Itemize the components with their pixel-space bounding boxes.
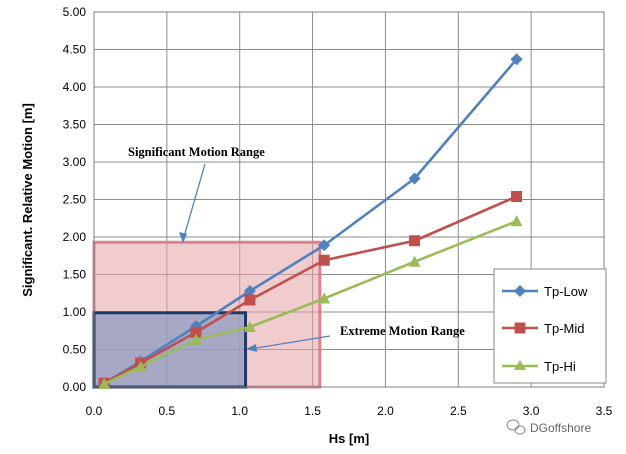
legend-marker-tp-hi — [514, 360, 526, 370]
data-point-tp-low — [510, 53, 523, 66]
data-point-tp-mid — [190, 326, 202, 338]
data-point-tp-low — [408, 172, 421, 185]
data-point-tp-hi — [134, 360, 147, 372]
y-tick-label: 3.50 — [63, 118, 87, 132]
data-point-tp-low — [243, 285, 256, 297]
data-point-tp-mid — [409, 235, 421, 247]
significant-range-arrowhead — [179, 232, 187, 243]
watermark-text: DGoffshore — [530, 421, 591, 435]
y-axis-label: Significant. Relative Motion [m] — [20, 103, 35, 297]
data-series — [98, 53, 523, 390]
x-tick-label: 2.0 — [377, 404, 394, 418]
y-tick-label: 1.50 — [63, 268, 87, 282]
legend-marker-tp-mid — [514, 322, 526, 334]
x-tick-label: 0.0 — [86, 404, 103, 418]
data-point-tp-hi — [98, 378, 111, 389]
y-tick-label: 2.50 — [63, 193, 87, 207]
plot-area — [93, 11, 605, 388]
legend-label-tp-hi: Tp-Hi — [544, 359, 576, 374]
legend-marker-tp-low — [514, 285, 526, 297]
y-tick-labels: 0.00 0.50 1.00 1.50 2.00 2.50 3.00 3.50 4.00 4.50… — [63, 5, 87, 394]
legend-label-tp-mid: Tp-Mid — [544, 321, 584, 336]
extreme-range-arrow — [249, 335, 331, 350]
x-tick-label: 1.5 — [304, 404, 321, 418]
y-tick-label: 4.00 — [63, 80, 87, 94]
wechat-icon — [506, 419, 526, 435]
y-tick-label: 2.00 — [63, 230, 87, 244]
y-tick-label: 5.00 — [63, 5, 87, 19]
plot-border — [93, 11, 605, 388]
data-point-tp-hi — [408, 255, 421, 267]
y-tick-label: 1.00 — [63, 305, 87, 319]
legend-box — [493, 268, 607, 384]
y-tick-label: 0.00 — [63, 380, 87, 394]
range-regions — [92, 240, 322, 389]
data-point-tp-hi — [510, 215, 523, 227]
legend: Tp-Low Tp-Mid Tp-Hi — [493, 268, 607, 384]
extreme-range-annotation: Extreme Motion Range — [340, 324, 465, 338]
watermark: DGoffshore — [506, 419, 591, 435]
y-tick-label: 3.00 — [63, 155, 87, 169]
x-tick-label: 2.5 — [450, 404, 467, 418]
data-point-tp-mid — [511, 191, 523, 202]
data-point-tp-hi — [243, 321, 256, 332]
data-point-tp-hi — [318, 292, 331, 304]
extreme-range-arrowhead — [246, 344, 257, 352]
x-tick-label: 0.5 — [159, 404, 176, 418]
data-point-tp-hi — [190, 333, 202, 345]
x-tick-label: 1.0 — [231, 404, 248, 418]
significant-range-arrow — [182, 163, 206, 241]
legend-item-tp-hi: Tp-Hi — [502, 359, 576, 374]
data-point-tp-mid — [318, 254, 330, 266]
y-tick-label: 0.50 — [63, 343, 87, 357]
x-tick-label: 3.0 — [523, 404, 540, 418]
x-tick-labels: 0.0 0.5 1.0 1.5 2.0 2.5 3.0 3.5 — [86, 404, 613, 418]
data-point-tp-mid — [244, 294, 256, 306]
legend-label-tp-low: Tp-Low — [544, 284, 588, 299]
legend-item-tp-low: Tp-Low — [502, 284, 588, 299]
x-axis-label: Hs [m] — [329, 431, 369, 446]
data-point-tp-low — [318, 239, 331, 252]
y-tick-label: 4.50 — [63, 43, 87, 57]
legend-item-tp-mid: Tp-Mid — [502, 321, 584, 336]
significant-range-annotation: Significant Motion Range — [128, 145, 265, 159]
x-tick-label: 3.5 — [596, 404, 613, 418]
